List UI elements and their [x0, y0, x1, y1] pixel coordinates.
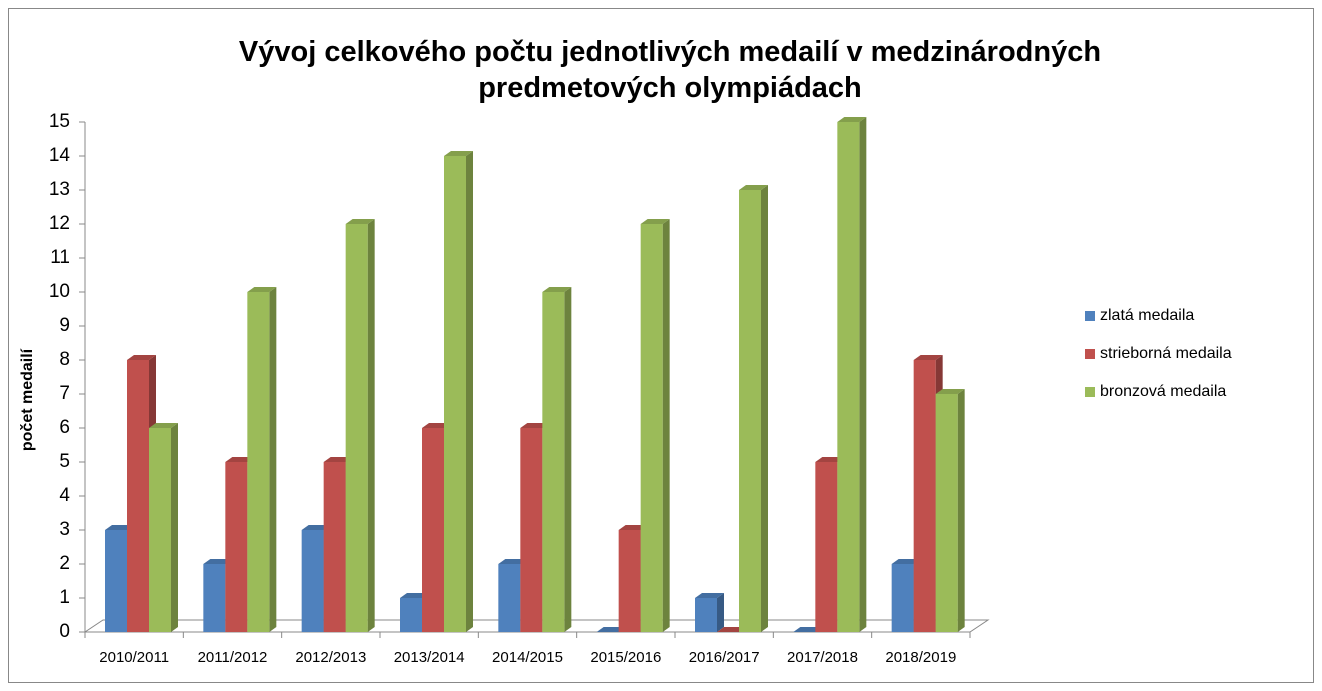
bar [444, 156, 466, 632]
x-tick-label: 2012/2013 [295, 649, 366, 666]
bar-top [837, 117, 867, 122]
bar-top [301, 525, 331, 530]
bar [400, 598, 422, 632]
legend-swatch [1085, 311, 1095, 321]
bar-top [935, 389, 965, 394]
bar [498, 564, 521, 632]
bar [520, 428, 543, 632]
bar-side [466, 151, 473, 632]
y-tick-label: 4 [59, 485, 70, 506]
bar-top [913, 355, 943, 360]
bar [301, 530, 324, 632]
bar [149, 428, 171, 632]
bar [695, 598, 717, 632]
y-tick-label: 6 [59, 417, 70, 438]
bar [127, 360, 149, 632]
bar [203, 564, 226, 632]
bar-side [662, 219, 670, 632]
bar [618, 530, 641, 632]
bar-top [640, 219, 670, 224]
bar [105, 530, 127, 632]
bar-top [444, 151, 473, 156]
y-tick-label: 11 [50, 247, 70, 268]
bar-side [717, 593, 724, 632]
bar-top [225, 457, 255, 462]
bar-top [520, 423, 550, 428]
x-tick-label: 2015/2016 [590, 649, 661, 666]
bar-top [422, 423, 451, 428]
bar [323, 462, 346, 632]
bar-top [203, 559, 233, 564]
legend-swatch [1085, 349, 1095, 359]
bar-top [127, 355, 156, 360]
y-tick-label: 0 [59, 621, 70, 642]
x-tick-label: 2013/2014 [394, 649, 465, 666]
bar-top [323, 457, 353, 462]
y-tick-label: 9 [59, 315, 70, 336]
bar-top [400, 593, 429, 598]
bar [913, 360, 936, 632]
y-tick-label: 7 [59, 383, 70, 404]
bar-top [596, 627, 626, 632]
x-tick-label: 2014/2015 [492, 649, 563, 666]
bar-side [269, 287, 277, 632]
x-tick-label: 2011/2012 [198, 649, 268, 666]
y-tick-label: 3 [59, 519, 70, 540]
bar-top [717, 627, 746, 632]
y-tick-label: 5 [59, 451, 70, 472]
legend-label: bronzová medaila [1100, 383, 1226, 400]
y-tick-label: 1 [59, 587, 70, 608]
bar-side [761, 185, 768, 632]
bar-top [247, 287, 277, 292]
legend-label: zlatá medaila [1100, 307, 1194, 324]
y-tick-label: 12 [49, 213, 70, 234]
bar-top [345, 219, 375, 224]
bar [247, 292, 270, 632]
bar [935, 394, 958, 632]
x-tick-label: 2016/2017 [689, 649, 760, 666]
bar-side [957, 389, 965, 632]
bar [422, 428, 444, 632]
bar [837, 122, 860, 632]
bar [542, 292, 565, 632]
bar-top [105, 525, 134, 530]
bar-top [695, 593, 724, 598]
y-tick-label: 8 [59, 349, 70, 370]
bar [640, 224, 663, 632]
bar [345, 224, 368, 632]
x-tick-label: 2010/2011 [99, 649, 169, 666]
y-tick-label: 15 [49, 111, 70, 132]
bar-top [793, 627, 823, 632]
bar-top [815, 457, 845, 462]
bar-side [564, 287, 572, 632]
bar-side [859, 117, 867, 632]
x-tick-label: 2018/2019 [885, 649, 956, 666]
bar-side [171, 423, 178, 632]
bar [815, 462, 838, 632]
bar [739, 190, 761, 632]
bar-top [739, 185, 768, 190]
bar-top [618, 525, 648, 530]
bar-top [891, 559, 921, 564]
y-tick-label: 10 [49, 281, 70, 302]
bar-top [498, 559, 528, 564]
bar [225, 462, 248, 632]
bar [891, 564, 914, 632]
legend-label: strieborná medaila [1100, 345, 1232, 362]
bar-side [367, 219, 375, 632]
bar-top [542, 287, 572, 292]
y-tick-label: 13 [49, 179, 70, 200]
bar-top [149, 423, 178, 428]
x-tick-label: 2017/2018 [787, 649, 858, 666]
y-axis-label: počet medailí [19, 348, 36, 451]
chart-title: Vývoj celkového počtu jednotlivých medai… [238, 36, 1102, 104]
y-tick-label: 14 [49, 145, 71, 166]
legend-swatch [1085, 387, 1095, 397]
y-tick-label: 2 [59, 553, 70, 574]
